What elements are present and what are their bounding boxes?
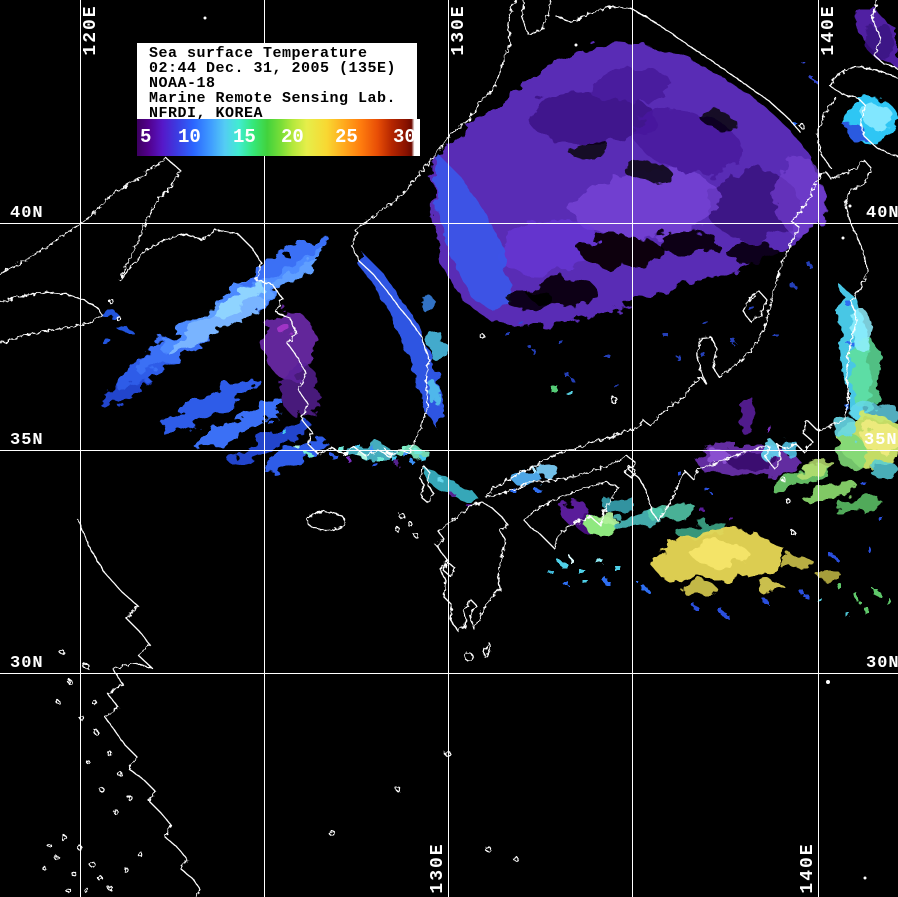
- coast-hokkaido-nw: [871, 0, 898, 69]
- coast-shandong: [0, 291, 103, 344]
- lat-label-40n-left: 40N: [10, 204, 44, 223]
- coast-okushiri: [799, 123, 805, 129]
- coast-china-se: [77, 519, 201, 897]
- coast-hokkaido-oshima: [816, 97, 837, 169]
- sst-data-layer: [98, 6, 898, 617]
- temperature-colorbar: 5 10 15 20 25 30: [137, 119, 420, 156]
- coast-amakusa: [442, 561, 456, 578]
- lat-label-30n-left: 30N: [10, 654, 44, 673]
- coast-ryukyu-2: [395, 786, 401, 792]
- info-line-org: NFRDI, KOREA: [149, 104, 264, 122]
- gridline-40n: [0, 223, 898, 224]
- colorbar-tick-5: 5: [140, 126, 152, 148]
- gridline-135e: [632, 0, 633, 897]
- colorbar-tick-20: 20: [281, 126, 304, 148]
- gridline-140e: [818, 0, 819, 897]
- coast-sado-island: [742, 290, 768, 322]
- colorbar-tick-30: 30: [393, 126, 416, 148]
- lat-label-40n-right: 40N: [866, 204, 898, 223]
- colorbar-tick-10: 10: [178, 126, 201, 148]
- coast-honshu: [485, 159, 872, 522]
- lon-label-130e-top: 130E: [449, 4, 469, 56]
- coast-goto-4: [413, 532, 419, 538]
- colorbar-tick-15: 15: [233, 126, 256, 148]
- coast-izu-oshima: [780, 476, 786, 482]
- colorbar-tick-25: 25: [335, 126, 358, 148]
- coast-yakushima: [464, 652, 474, 662]
- lon-label-120e-top: 120E: [81, 4, 101, 56]
- gridline-30n: [0, 673, 898, 674]
- lon-label-140e-bottom: 140E: [798, 842, 818, 894]
- coast-ryukyu-3: [513, 856, 519, 862]
- coast-goto-1: [398, 512, 406, 520]
- coast-goto-3: [394, 526, 400, 532]
- info-line-satellite: NOAA-18: [149, 74, 216, 92]
- coast-miyakejima: [785, 498, 791, 504]
- coast-hokkaido-ishikari: [829, 65, 898, 157]
- lon-label-140e-top: 140E: [819, 4, 839, 56]
- lon-label-130e-bottom: 130E: [428, 842, 448, 894]
- gridline-130e: [448, 0, 449, 897]
- coast-shikoku: [523, 481, 619, 550]
- coast-asia-mainland: [0, 0, 517, 458]
- coast-tsushima: [418, 465, 434, 504]
- gridline-120e: [80, 0, 81, 897]
- coast-vladivostok-inlet: [521, 0, 552, 35]
- noise-dots: [203, 16, 867, 880]
- info-box: Sea surface Temperature 02:44 Dec. 31, 2…: [137, 43, 417, 122]
- coast-primorye: [555, 6, 802, 134]
- info-line-lab: Marine Remote Sensing Lab.: [149, 89, 397, 107]
- coast-okinawa: [484, 845, 492, 853]
- lat-label-35n-right: 35N: [864, 431, 898, 450]
- coast-ulleung-island: [479, 333, 485, 339]
- coast-china-islands: [41, 649, 143, 893]
- gridline-35n: [0, 450, 898, 451]
- coast-kyushu: [435, 501, 509, 632]
- coast-jeju-island: [306, 511, 346, 531]
- coast-tanegashima: [483, 642, 491, 658]
- lat-label-35n-left: 35N: [10, 431, 44, 450]
- gridline-125e: [264, 0, 265, 897]
- coast-ryukyu-1: [328, 830, 336, 836]
- info-line-title: Sea surface Temperature: [149, 45, 368, 62]
- coast-goto-2: [407, 521, 413, 527]
- coast-oki-island: [610, 396, 618, 404]
- coast-hachijojima: [790, 530, 796, 536]
- info-line-datetime: 02:44 Dec. 31, 2005 (135E): [149, 59, 397, 77]
- lat-label-30n-right: 30N: [866, 654, 898, 673]
